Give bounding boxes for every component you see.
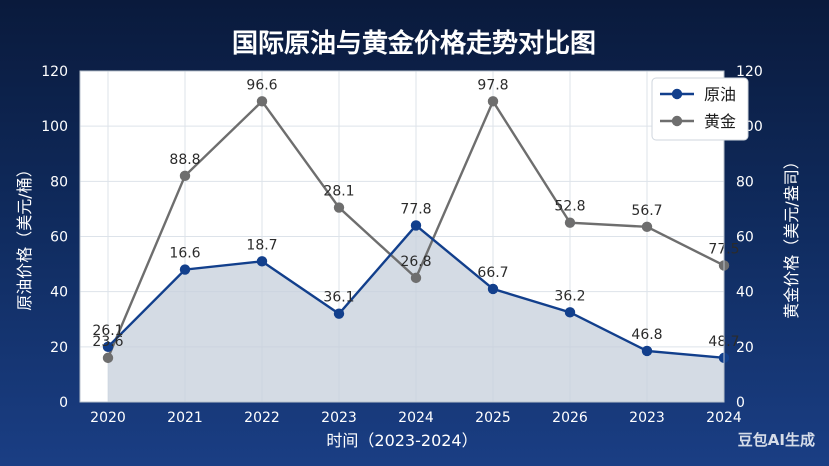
points-layer [102,96,730,364]
y-tick-label-left: 40 [50,285,68,301]
x-tick-label: 2022 [244,410,280,426]
data-label-黄金: 56.7 [631,203,662,219]
legend-marker-原油 [671,88,683,100]
y-tick-label-left: 60 [50,230,68,246]
data-label-原油: 46.8 [631,327,662,343]
data-point-原油 [641,345,653,357]
data-point-原油 [102,341,114,353]
data-point-黄金 [641,221,653,233]
x-tick-label: 2024 [398,410,434,426]
data-point-原油 [564,307,576,318]
y-tick-label-right: 60 [736,230,754,246]
data-label-黄金: 26.8 [400,254,431,270]
data-label-原油: 77.8 [400,201,431,217]
data-point-黄金 [410,272,422,284]
legend-marker-黄金 [671,115,683,127]
data-label-黄金: 28.1 [323,184,354,200]
y-tick-label-left: 120 [41,64,68,80]
series-area-原油 [108,225,724,402]
x-tick-label: 2023 [629,410,665,426]
y-tick-label-right: 120 [736,64,763,80]
data-point-黄金 [564,217,576,228]
data-label-原油: 26.1 [92,323,123,339]
legend-label-原油[interactable]: 原油 [704,85,736,104]
data-label-黄金: 97.8 [477,77,508,93]
data-point-黄金 [487,96,499,107]
data-point-黄金 [256,96,268,107]
watermark: 豆包AI生成 [737,431,815,449]
y-tick-label-right: 80 [736,174,754,190]
data-label-原油: 16.6 [169,246,200,262]
plot-border [79,70,725,403]
y-tick-label-left: 20 [50,340,68,356]
data-label-原油: 36.2 [554,288,585,304]
x-axis-title: 时间（2023-2024） [326,431,477,450]
x-tick-label: 2026 [552,410,588,426]
y-tick-label-right: 20 [736,340,754,356]
chart-title: 国际原油与黄金价格走势对比图 [232,28,596,59]
x-tick-label: 2023 [321,410,357,426]
data-label-原油: 66.7 [477,265,508,281]
y-axis-title-left: 原油价格（美元/桶） [15,161,34,310]
y-tick-label-left: 80 [50,174,68,190]
y-tick-label-right: 40 [736,285,754,301]
data-label-原油: 36.1 [323,290,354,306]
data-point-原油 [333,308,345,319]
x-tick-label: 2024 [706,410,742,426]
data-point-原油 [256,256,268,267]
y-tick-label-right: 0 [736,395,745,411]
data-labels: 26.116.618.736.177.866.736.246.8 48.723.6… [92,77,739,350]
y-axis-title-right: 黄金价格（美元/盎司） [782,153,801,318]
data-point-黄金 [179,170,191,182]
data-label-黄金: 88.8 [169,152,200,168]
legend-label-黄金[interactable]: 黄金 [704,112,736,131]
data-point-原油 [179,264,191,275]
data-point-黄金 [102,352,114,364]
fill-layer [108,225,724,402]
y-tick-label-left: 0 [59,395,68,411]
data-label-黄金: 96.6 [246,77,277,93]
data-point-原油 [410,220,422,231]
x-tick-label: 2025 [475,410,511,426]
x-tick-label: 2021 [167,410,203,426]
y-tick-label-left: 100 [41,119,68,135]
data-point-黄金 [333,202,345,213]
data-point-原油 [487,283,499,295]
x-tick-label: 2020 [90,410,126,426]
data-label-黄金: 52.8 [554,199,585,215]
data-label-黄金: 23.6 [92,334,123,350]
data-label-原油: 18.7 [246,237,277,253]
